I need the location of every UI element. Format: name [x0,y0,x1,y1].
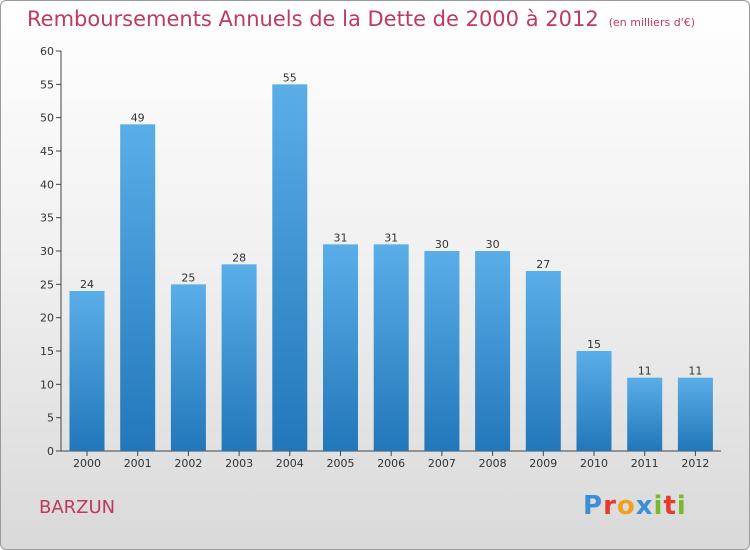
chart-title: Remboursements Annuels de la Dette de 20… [27,7,695,31]
bar [221,264,257,451]
bar-value-label: 11 [638,365,652,378]
bar [323,244,358,451]
y-tick-label: 15 [40,345,54,358]
y-tick-label: 55 [40,78,54,91]
x-tick-label: 2001 [124,457,152,470]
bar-value-label: 24 [80,278,94,291]
bar [69,291,105,451]
bar-value-label: 31 [384,231,398,244]
commune-name: BARZUN [39,497,116,518]
logo-letter: r [603,491,617,521]
bar [525,271,561,451]
y-tick-label: 35 [40,212,54,225]
y-tick-label: 10 [40,378,54,391]
bar [373,244,409,451]
logo-letter: i [653,491,664,521]
x-tick-label: 2009 [529,457,557,470]
bar-value-label: 28 [232,251,246,264]
proxiti-logo[interactable]: Proxiti [583,491,687,521]
bar-value-label: 11 [688,365,702,378]
bar [120,124,156,451]
bar [272,84,308,451]
y-tick-label: 60 [40,45,54,58]
bar-value-label: 55 [283,71,297,84]
bar [170,284,206,451]
y-tick-label: 20 [40,312,54,325]
x-tick-label: 2011 [631,457,659,470]
bar-value-label: 49 [131,111,145,124]
chart-subtitle: (en milliers d'€) [608,16,695,29]
x-tick-label: 2006 [377,457,405,470]
bar-value-label: 30 [435,238,449,251]
bar [576,351,612,451]
logo-letter: t [663,491,677,521]
bar-value-label: 25 [181,271,195,284]
bar-value-label: 30 [486,238,500,251]
x-tick-label: 2012 [681,457,709,470]
y-tick-label: 45 [40,145,54,158]
x-tick-label: 2000 [73,457,101,470]
axes: 0 5 10 15 20 25 30 35 40 45 50 55 60 2000 2001 2002 2003… [40,45,721,470]
bar [424,251,460,451]
x-tick-label: 2004 [276,457,304,470]
bar [627,377,663,451]
y-tick-label: 0 [47,445,54,458]
x-tick-label: 2010 [580,457,608,470]
bar-value-label: 15 [587,338,601,351]
y-tick-label: 5 [47,412,54,425]
x-tick-label: 2007 [428,457,456,470]
bar-value-label: 27 [536,258,550,271]
x-tick-label: 2005 [327,457,355,470]
y-tick-label: 50 [40,112,54,125]
logo-letter: x [635,491,654,521]
logo-letter: i [676,491,687,521]
bar [677,377,713,451]
bar-value-label: 31 [334,231,348,244]
x-tick-label: 2008 [479,457,507,470]
logo-letter: o [616,491,636,521]
logo-letter: P [583,491,604,521]
x-tick-label: 2003 [225,457,253,470]
y-tick-label: 40 [40,178,54,191]
chart-title-text: Remboursements Annuels de la Dette de 20… [27,7,599,31]
y-tick-label: 25 [40,278,54,291]
bars: 24 49 25 28 55 31 31 30 30 27 15 11 11 [69,71,713,451]
x-tick-label: 2002 [174,457,202,470]
y-tick-label: 30 [40,245,54,258]
bar [475,251,511,451]
